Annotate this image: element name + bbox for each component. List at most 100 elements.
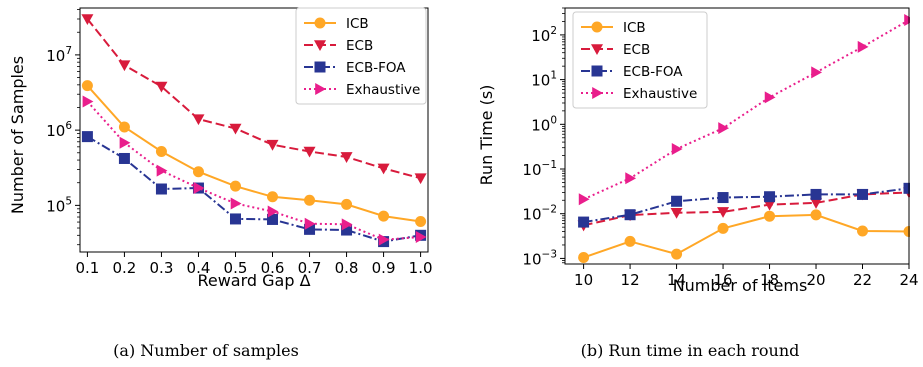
chart-a-legend-box <box>295 7 427 105</box>
chart-a-series-1-point-0 <box>81 14 94 25</box>
chart-a-series-1-point-1 <box>118 60 131 72</box>
chart-b-xtick-label-4: 18 <box>760 271 779 289</box>
chart-a-series-0-point-6 <box>304 194 316 206</box>
chart-a-series-0-point-4 <box>229 180 241 192</box>
chart-a-legend-marker-1 <box>314 40 326 51</box>
chart-a-series-2-point-4 <box>229 213 241 225</box>
chart-a-series-0-point-0 <box>81 80 93 92</box>
chart-b-series-0-point-3 <box>717 222 729 234</box>
chart-b-series-3-point-1 <box>625 172 637 185</box>
chart-b-ytick-label-1: 10−2 <box>522 204 557 224</box>
chart-b-series-2-point-3 <box>717 192 729 204</box>
chart-a-ytick-label-0: 105 <box>46 195 72 215</box>
chart-b-series-3-point-4 <box>764 91 776 104</box>
chart-b-series-line-3 <box>583 19 910 201</box>
chart-run-time: Number of Items Run Time (s) (b) Run tim… <box>477 7 919 360</box>
chart-a-series-line-1 <box>86 18 421 180</box>
chart-number-of-samples: Reward Gap Δ Number of Samples (a) Numbe… <box>8 7 433 360</box>
chart-a-xtick-label-7: 0.8 <box>335 259 359 277</box>
chart-a-series-2-point-1 <box>118 152 130 164</box>
chart-a-series-3-point-6 <box>304 217 316 230</box>
chart-b-series-2-point-1 <box>624 209 636 221</box>
chart-b-caption: (b) Run time in each round <box>581 341 800 360</box>
chart-b-legend-marker-0 <box>591 21 603 33</box>
chart-b-series-0-point-2 <box>671 248 683 260</box>
chart-a-series-1-point-6 <box>303 146 316 158</box>
chart-b-series-line-0 <box>583 213 910 259</box>
chart-a-series-3-point-7 <box>341 218 353 231</box>
chart-a-legend-label-3: Exhaustive <box>346 82 420 98</box>
chart-a-xtick-label-2: 0.3 <box>150 259 174 277</box>
chart-a-xtick-label-0: 0.1 <box>75 259 99 277</box>
chart-a-xtick-label-1: 0.2 <box>112 259 136 277</box>
chart-a-xlabel: Reward Gap Δ <box>197 271 310 290</box>
chart-a-series-0-point-3 <box>192 166 204 178</box>
chart-b-xtick-label-1: 12 <box>621 271 640 289</box>
chart-b-ytick-label-0: 10−3 <box>522 248 557 268</box>
chart-a-series-line-3 <box>86 100 421 241</box>
chart-a-legend-marker-2 <box>314 61 326 73</box>
chart-b-plot-area <box>577 14 910 263</box>
chart-b-series-line-2 <box>583 187 910 224</box>
chart-a-legend-label-2: ECB-FOA <box>346 60 406 76</box>
chart-a-series-1-point-5 <box>266 139 279 151</box>
chart-a-series-2-point-6 <box>304 223 316 235</box>
chart-a-legend: ICB ECB ECB-FOA Exhaustive <box>295 7 427 105</box>
chart-a-series-3-point-9 <box>415 230 427 243</box>
chart-b-series-2-point-0 <box>578 216 590 228</box>
chart-a-series-3-point-1 <box>119 136 131 149</box>
chart-a-legend-label-0: ICB <box>346 16 369 32</box>
chart-a-legend-marker-3 <box>315 83 326 95</box>
chart-b-legend-label-1: ECB <box>623 42 650 58</box>
chart-b-series-1-point-2 <box>670 207 683 219</box>
chart-a-series-line-0 <box>86 85 421 223</box>
chart-b-xtick-label-5: 20 <box>806 271 825 289</box>
chart-b-legend-label-0: ICB <box>623 20 646 36</box>
chart-b-series-2-point-7 <box>903 182 910 194</box>
chart-b-xtick-label-6: 22 <box>853 271 872 289</box>
chart-b-series-0-point-5 <box>810 209 822 221</box>
chart-b-series-0-point-7 <box>903 226 910 238</box>
chart-b-xtick-label-3: 16 <box>714 271 733 289</box>
chart-b-ylabel: Run Time (s) <box>477 85 496 186</box>
chart-b-series-3-point-5 <box>811 66 823 79</box>
chart-b-series-0-point-6 <box>857 225 869 237</box>
chart-a-series-0-point-7 <box>341 198 353 210</box>
chart-a-series-0-point-2 <box>155 145 167 157</box>
chart-a-series-3-point-3 <box>193 182 205 195</box>
chart-a-series-3-point-5 <box>267 205 279 218</box>
chart-b-series-3-point-3 <box>718 122 730 135</box>
chart-b-series-1-point-3 <box>717 207 730 218</box>
chart-a-series-2-point-2 <box>155 183 167 195</box>
chart-b-series-0-point-0 <box>578 251 590 263</box>
chart-b-series-2-point-5 <box>810 188 822 200</box>
chart-b-series-1-point-4 <box>763 199 776 211</box>
chart-b-ytick-label-5: 102 <box>531 25 557 45</box>
chart-b-series-0-point-1 <box>624 235 636 247</box>
chart-b-xtick-label-2: 14 <box>667 271 686 289</box>
chart-b-series-2-point-6 <box>857 188 869 200</box>
chart-a-series-3-point-8 <box>378 233 390 246</box>
chart-a-series-3-point-0 <box>82 95 94 108</box>
chart-b-series-1-point-5 <box>810 198 823 209</box>
chart-b-xtick-label-7: 24 <box>899 271 918 289</box>
chart-a-ytick-label-2: 107 <box>46 45 72 65</box>
chart-b-ytick-label-4: 101 <box>531 70 557 90</box>
chart-a-legend-marker-0 <box>314 17 326 29</box>
chart-b-xtick-label-0: 10 <box>574 271 593 289</box>
chart-a-series-0-point-9 <box>415 216 427 228</box>
chart-a-series-3-point-4 <box>230 197 242 210</box>
chart-a-xtick-label-8: 0.9 <box>372 259 396 277</box>
chart-a-ylabel: Number of Samples <box>8 56 27 214</box>
chart-b-series-0-point-4 <box>764 210 776 222</box>
chart-b-series-line-1 <box>583 191 910 227</box>
chart-a-series-1-point-2 <box>155 81 168 93</box>
chart-b-xlabel: Number of Items <box>673 276 808 295</box>
chart-b-series-3-point-6 <box>857 40 869 53</box>
chart-a-xtick-label-6: 0.7 <box>298 259 322 277</box>
chart-b-ytick-label-2: 10−1 <box>522 159 557 179</box>
chart-a-series-1-point-8 <box>377 163 390 175</box>
chart-a-xtick-label-9: 1.0 <box>409 259 433 277</box>
chart-b-series-2-point-2 <box>671 195 683 207</box>
